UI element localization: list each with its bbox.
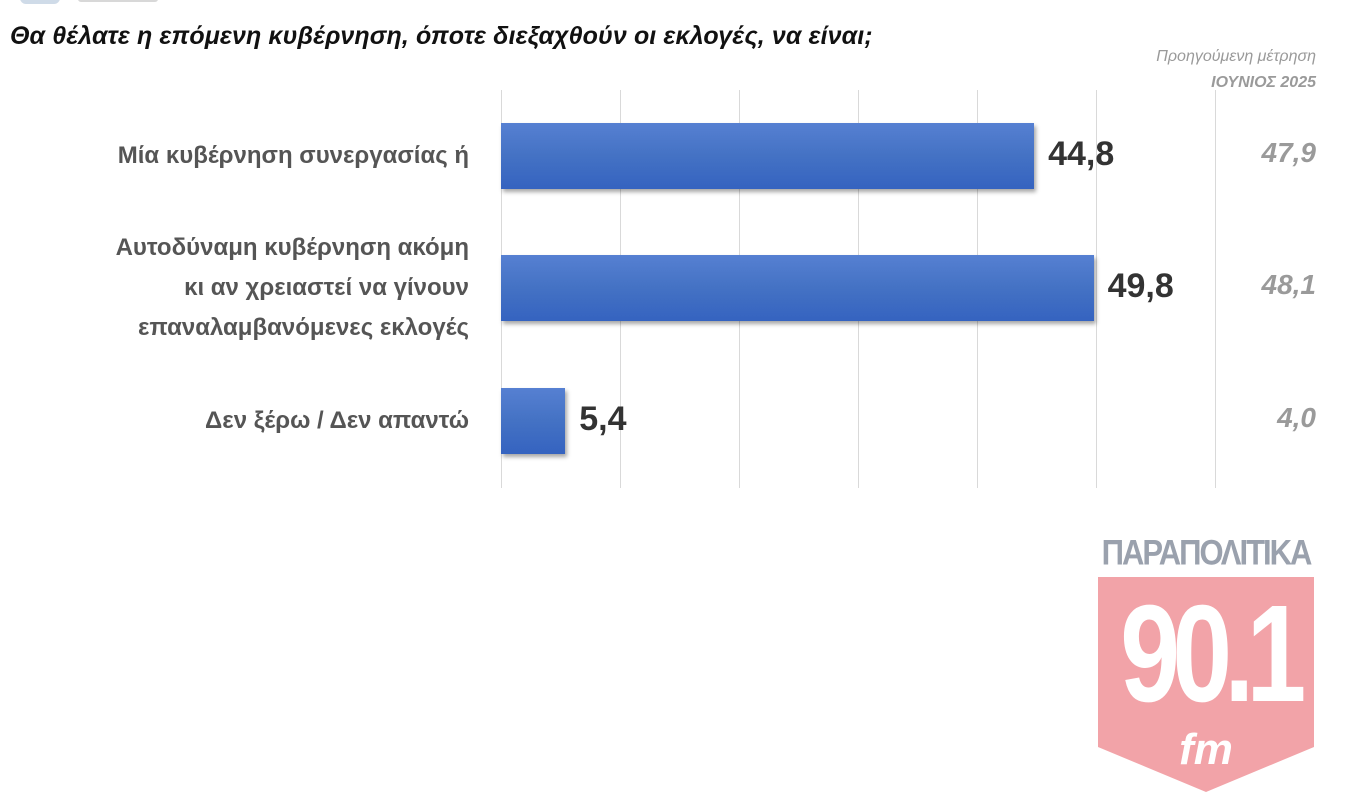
plot-area — [501, 90, 1216, 488]
category-label-line: Αυτοδύναμη κυβέρνηση ακόμη — [115, 234, 469, 261]
bar-value-label: 5,4 — [579, 400, 627, 438]
bar — [501, 255, 1094, 321]
radio-logo: ΠΑΡΑΠΟΛΙΤΙΚΑ 90.1 fm — [1096, 532, 1316, 792]
bar-value-label: 44,8 — [1048, 135, 1115, 173]
previous-value: 48,1 — [1261, 269, 1317, 300]
cropped-header-icon — [20, 0, 60, 4]
category-label-line: Δεν ξέρω / Δεν απαντώ — [205, 407, 469, 434]
bar-value-label: 49,8 — [1107, 267, 1174, 305]
logo-fm: fm — [1179, 725, 1233, 774]
previous-header-line2: ΙΟΥΝΙΟΣ 2025 — [1211, 74, 1316, 91]
previous-value: 4,0 — [1277, 402, 1316, 433]
previous-header-line1: Προηγούμενη μέτρηση — [1156, 48, 1316, 65]
category-label: Αυτοδύναμη κυβέρνηση ακόμη κι αν χρειαστε… — [116, 228, 469, 348]
previous-measurement-header: Προηγούμενη μέτρηση ΙΟΥΝΙΟΣ 2025 — [1156, 44, 1316, 96]
category-label-line: κι αν χρειαστεί να γίνουν — [184, 274, 469, 301]
bar — [501, 123, 1035, 189]
category-label: Μία κυβέρνηση συνεργασίας ή — [118, 136, 469, 176]
cropped-header-text — [78, 0, 158, 2]
chart-title: Θα θέλατε η επόμενη κυβέρνηση, όποτε διε… — [10, 22, 873, 50]
logo-frequency: 90.1 — [1120, 577, 1306, 731]
bar — [501, 388, 566, 454]
category-label-line: επαναλαμβανόμενες εκλογές — [138, 314, 469, 341]
category-label: Δεν ξέρω / Δεν απαντώ — [205, 401, 469, 441]
category-label-line: Μία κυβέρνηση συνεργασίας ή — [117, 142, 469, 169]
gridline — [1215, 90, 1216, 488]
logo-brand-text: ΠΑΡΑΠΟΛΙΤΙΚΑ — [1101, 532, 1313, 573]
logo-shield-icon — [1098, 577, 1314, 792]
gridline — [1096, 90, 1097, 488]
previous-value: 47,9 — [1261, 137, 1317, 168]
